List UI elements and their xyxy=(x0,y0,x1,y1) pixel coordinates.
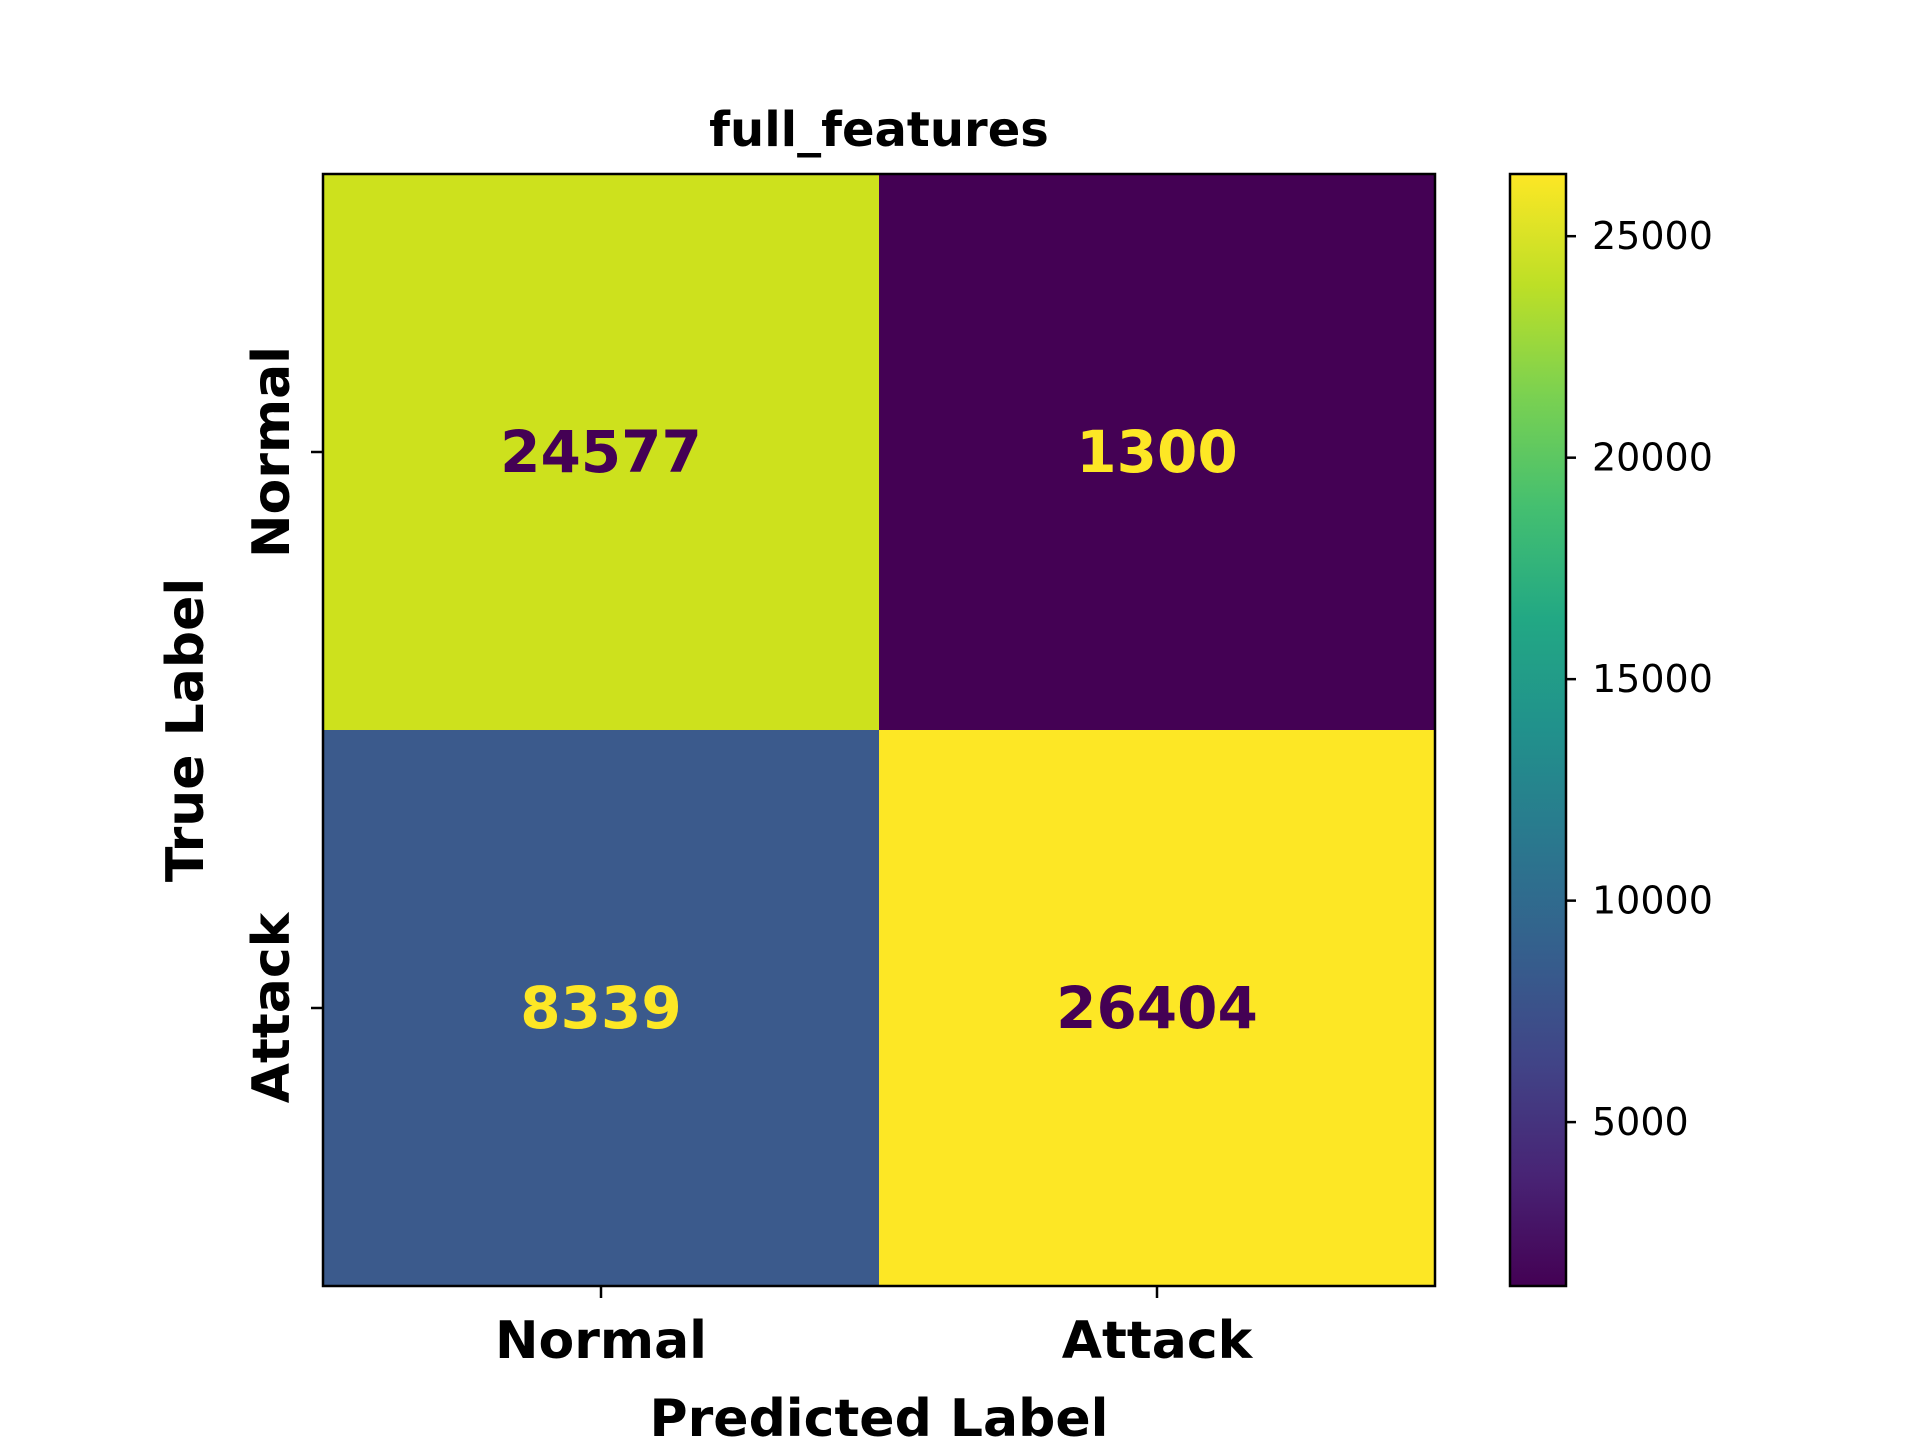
cell-value-label: 8339 xyxy=(520,974,681,1042)
heatmap-cells xyxy=(323,174,1435,1286)
cell-value-label: 26404 xyxy=(1056,974,1258,1042)
chart-title: full_features xyxy=(709,102,1049,158)
x-tick-label: Attack xyxy=(1062,1311,1254,1371)
heatmap-cell xyxy=(323,174,879,730)
cell-value-label: 24577 xyxy=(500,418,702,486)
colorbar-tick-label: 10000 xyxy=(1592,879,1713,923)
colorbar-ticks: 5000 10000 15000 20000 25000 xyxy=(1566,214,1713,1144)
colorbar-tick-label: 15000 xyxy=(1592,657,1713,701)
y-axis-ticks: Normal Attack xyxy=(242,346,323,1103)
x-axis-label: Predicted Label xyxy=(650,1389,1109,1440)
heatmap-cell xyxy=(879,174,1435,730)
colorbar xyxy=(1508,172,1568,1288)
heatmap-cell xyxy=(879,730,1435,1286)
y-tick-label: Normal xyxy=(242,346,302,558)
y-axis-label: True Label xyxy=(156,578,216,882)
heatmap-cell-labels: 24577 1300 8339 26404 xyxy=(500,418,1258,1042)
cell-value-label: 1300 xyxy=(1076,418,1237,486)
x-axis-ticks: Normal Attack xyxy=(495,1286,1254,1371)
x-tick-label: Normal xyxy=(495,1311,707,1371)
y-tick-label: Attack xyxy=(242,911,302,1103)
heatmap-cell xyxy=(323,730,879,1286)
colorbar-tick-label: 5000 xyxy=(1592,1100,1689,1144)
colorbar-tick-label: 25000 xyxy=(1592,214,1713,258)
plot-frame xyxy=(321,172,1437,1288)
colorbar-tick-label: 20000 xyxy=(1592,436,1713,480)
